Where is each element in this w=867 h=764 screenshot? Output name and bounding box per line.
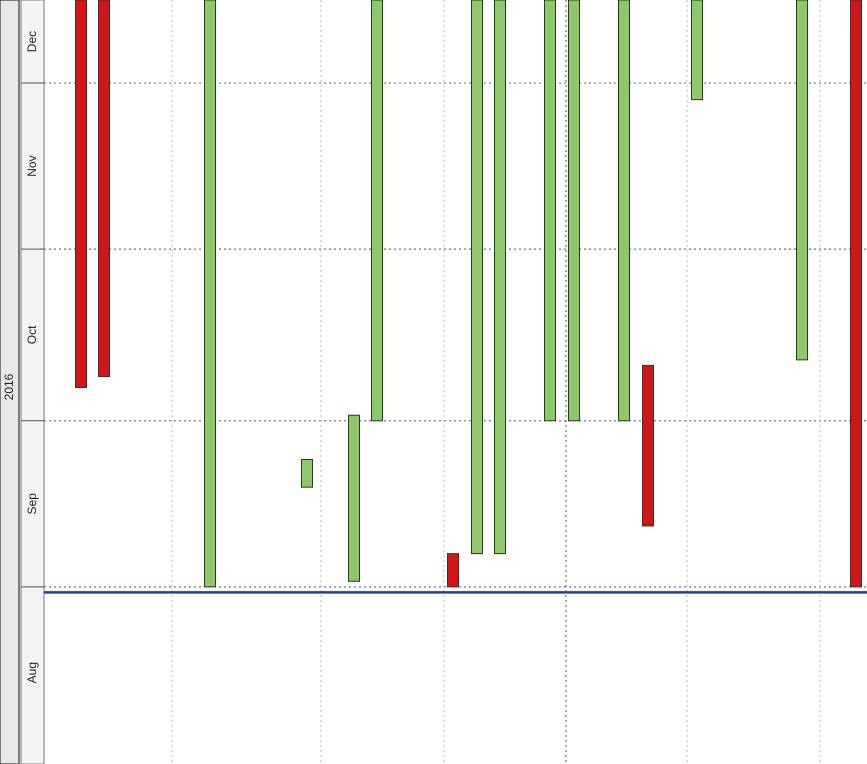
green-bar	[796, 0, 808, 361]
month-axis-strip	[20, 0, 45, 764]
red-bar	[98, 0, 110, 377]
green-bar	[494, 0, 506, 555]
bars	[75, 0, 862, 588]
green-bar	[568, 0, 580, 422]
plot-background	[44, 0, 867, 764]
green-bar	[471, 0, 483, 555]
red-bar	[642, 364, 654, 527]
green-bar	[618, 0, 630, 422]
month-label-nov: Nov	[25, 155, 39, 176]
month-ticks	[21, 82, 44, 588]
green-bar	[348, 414, 360, 582]
year-label: 2016	[2, 373, 16, 400]
red-bar	[447, 553, 459, 588]
green-bar	[691, 0, 703, 101]
month-label-aug: Aug	[25, 662, 39, 683]
grid	[44, 0, 867, 764]
red-bar	[75, 0, 87, 389]
green-bar	[544, 0, 556, 422]
month-label-oct: Oct	[25, 325, 39, 344]
year-axis-strip	[0, 0, 20, 764]
month-label-dec: Dec	[25, 31, 39, 52]
green-bar	[204, 0, 216, 588]
red-bar	[850, 0, 862, 588]
month-labels: Aug Sep Oct Nov Dec	[25, 31, 39, 683]
month-label-sep: Sep	[25, 493, 39, 515]
green-bar	[301, 459, 313, 488]
green-bar	[371, 0, 383, 422]
